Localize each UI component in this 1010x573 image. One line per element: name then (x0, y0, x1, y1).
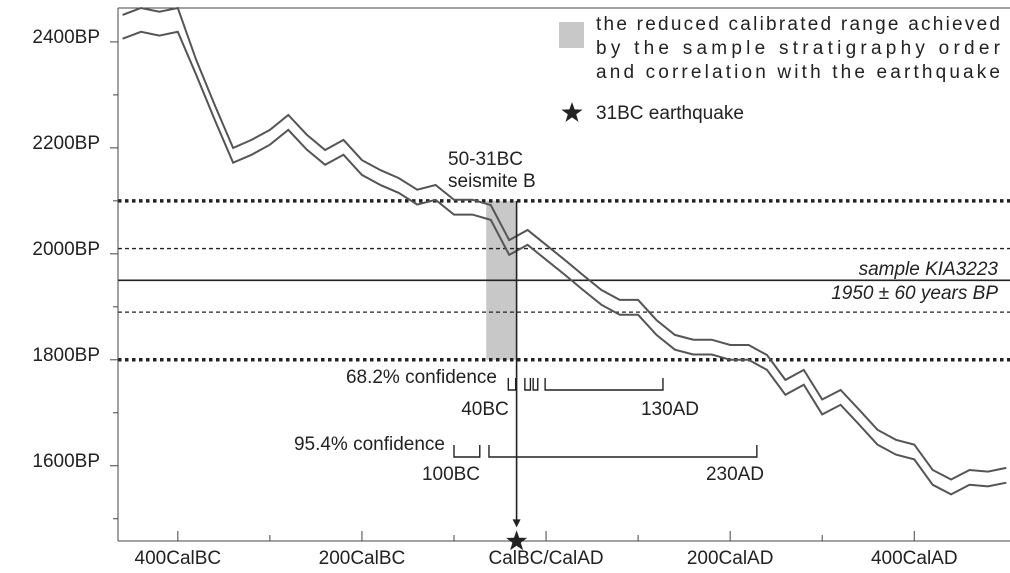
seismite-label: seismite B (448, 171, 536, 192)
confidence-interval (532, 378, 539, 391)
legend-star (561, 102, 583, 122)
y-tick-label: 1600BP (32, 451, 100, 472)
confidence-label: 95.4% confidence (294, 434, 445, 455)
x-tick-label: 400CalBC (135, 548, 222, 569)
y-tick-label: 1800BP (32, 345, 100, 366)
sample-label: sample KIA3223 (859, 259, 999, 280)
event-star (506, 530, 528, 551)
interval-end-label: 230AD (706, 464, 764, 485)
legend-swatch (559, 22, 584, 48)
x-tick-label: CalBC/CalAD (489, 548, 604, 569)
x-tick-label: 400CalAD (871, 548, 958, 569)
legend-label: by the sample stratigraphy order (596, 38, 1001, 59)
x-tick-label: 200CalAD (687, 548, 774, 569)
x-tick-label: 200CalBC (319, 548, 406, 569)
confidence-label: 68.2% confidence (346, 367, 497, 388)
legend-label: 31BC earthquake (596, 103, 744, 124)
seismite-label: 50-31BC (448, 149, 523, 170)
calibration-curve (122, 30, 1007, 496)
confidence-interval (453, 445, 481, 458)
confidence-interval (507, 378, 517, 391)
interval-start-label: 100BC (422, 464, 480, 485)
y-tick-label: 2400BP (32, 27, 100, 48)
confidence-interval (544, 378, 664, 391)
calibration-curve (122, 6, 1007, 481)
interval-start-label: 40BC (461, 399, 509, 420)
interval-end-label: 130AD (641, 399, 699, 420)
sample-label: 1950 ± 60 years BP (831, 283, 998, 304)
y-tick-label: 2000BP (32, 239, 100, 260)
y-tick-label: 2200BP (32, 133, 100, 154)
confidence-interval (488, 445, 758, 458)
legend-label: and correlation with the earthquake (596, 62, 1000, 83)
confidence-interval (524, 378, 532, 391)
legend-label: the reduced calibrated range achieved (596, 14, 1000, 35)
arrow-head (512, 519, 521, 528)
